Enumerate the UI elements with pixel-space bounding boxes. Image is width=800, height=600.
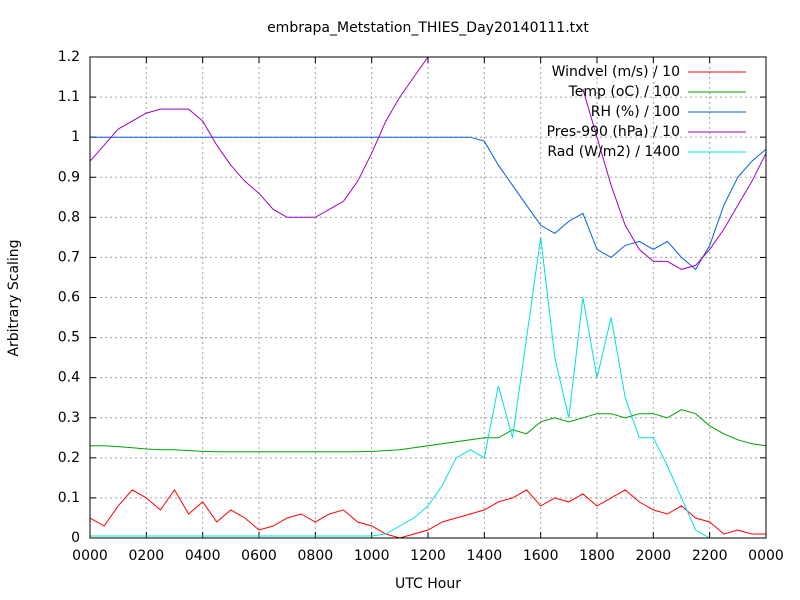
x-tick-label: 1600 xyxy=(523,548,559,564)
y-tick-label: 0.9 xyxy=(58,169,80,185)
legend-label: Windvel (m/s) / 10 xyxy=(552,64,680,80)
y-tick-label: 0.7 xyxy=(58,249,80,265)
plot-frame xyxy=(89,56,767,539)
x-tick-label: 0000 xyxy=(748,548,784,564)
x-tick-label: 0600 xyxy=(241,548,277,564)
legend-label: Pres-990 (hPa) / 10 xyxy=(547,124,680,140)
y-tick-label: 0.8 xyxy=(58,209,80,225)
y-axis-label: Arbitrary Scaling xyxy=(6,239,22,356)
y-tick-label: 0.1 xyxy=(58,490,80,506)
chart-title: embrapa_Metstation_THIES_Day20140111.txt xyxy=(267,20,589,36)
series-line xyxy=(90,488,766,538)
legend-label: Temp (oC) / 100 xyxy=(568,84,680,100)
x-tick-label: 0400 xyxy=(185,548,221,564)
legend-label: RH (%) / 100 xyxy=(591,104,680,120)
x-tick-label: 2000 xyxy=(636,548,672,564)
x-tick-label: 2200 xyxy=(692,548,728,564)
x-tick-label: 1000 xyxy=(354,548,390,564)
x-tick-label: 1800 xyxy=(579,548,615,564)
y-tick-label: 1 xyxy=(71,129,80,145)
y-tick-label: 1.1 xyxy=(58,89,80,105)
y-tick-label: 0.2 xyxy=(58,450,80,466)
y-tick-label: 0.5 xyxy=(58,330,80,346)
x-axis-label: UTC Hour xyxy=(395,576,461,592)
y-tick-label: 0 xyxy=(71,530,80,546)
x-tick-label: 0800 xyxy=(298,548,334,564)
x-tick-label: 1400 xyxy=(467,548,503,564)
series-line xyxy=(90,136,766,271)
y-tick-label: 0.3 xyxy=(58,410,80,426)
x-tick-label: 0000 xyxy=(72,548,108,564)
y-tick-label: 1.2 xyxy=(58,49,80,65)
plot-area xyxy=(90,57,766,538)
legend-label: Rad (W/m2) / 1400 xyxy=(547,144,680,160)
y-tick-label: 0.6 xyxy=(58,290,80,306)
series-line xyxy=(90,57,766,270)
y-tick-label: 0.4 xyxy=(58,370,80,386)
x-tick-label: 1200 xyxy=(410,548,446,564)
x-tick-label: 0200 xyxy=(129,548,165,564)
series-line xyxy=(90,409,766,453)
series-line xyxy=(90,237,766,538)
